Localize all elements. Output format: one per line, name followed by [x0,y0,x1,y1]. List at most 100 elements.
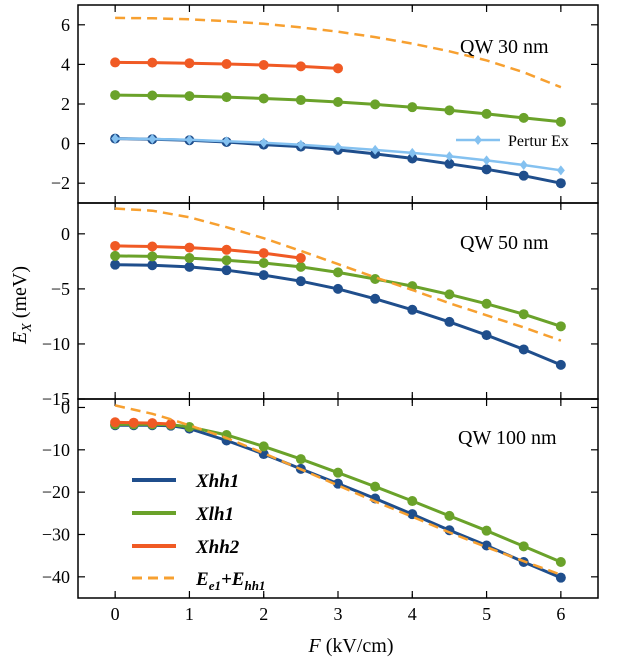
y-tick-label: −10 [42,440,70,460]
point-xhh2 [221,59,232,70]
legend-label-xhh1: Xhh1 [195,471,239,492]
point-xhh2 [147,241,158,252]
point-xlh1 [258,258,269,269]
point-xhh1 [333,283,343,294]
point-xhh2 [184,242,195,253]
legend-label-xlh1: Xlh1 [195,504,234,525]
point-pertur [519,159,528,170]
point-xlh1 [147,251,158,262]
point-pertur [259,137,268,148]
panel-2: −15 −10 −5 0 QW 50 nm [42,202,599,409]
panel-annotation: QW 30 nm [460,36,549,58]
y-tick-label: −20 [42,482,70,502]
point-xlh1 [258,441,269,452]
y-tick-label: 0 [61,134,70,154]
point-xhh2 [184,58,195,69]
point-xhh2 [110,57,121,68]
point-xlh1 [555,557,566,568]
point-xhh2 [147,418,158,429]
point-xhh2 [333,63,343,74]
point-xlh1 [481,108,492,119]
point-xlh1 [518,541,529,552]
point-xhh2 [165,418,176,429]
point-xlh1 [295,261,306,272]
point-pertur [482,155,491,166]
point-xlh1 [370,99,381,110]
point-xlh1 [407,102,418,113]
point-pertur [296,139,305,150]
point-xlh1 [481,298,492,309]
y-tick-label: −5 [51,279,70,299]
y-tick-label: −40 [42,567,70,587]
point-xhh2 [128,417,139,428]
legend-label-xhh2: Xhh2 [195,537,240,558]
panel-1: −2 0 2 4 6 QW 30 nm Pertur Ex [51,4,599,204]
x-tick-label: 3 [334,604,343,624]
point-pertur [371,144,380,155]
y-tick-label: −10 [42,334,70,354]
point-xhh1 [407,153,418,164]
point-xlh1 [518,112,529,123]
x-tick-label: 6 [556,604,565,624]
point-xhh2 [110,417,121,428]
y-tick-label: −30 [42,524,70,544]
point-xlh1 [258,93,269,104]
panel-3: −40 −30 −20 −10 0 0 1 2 3 4 5 6 QW 100 nm [42,397,599,624]
y-tick-label: 0 [61,224,70,244]
point-xlh1 [407,496,418,507]
point-xhh1 [147,260,158,271]
point-xhh1 [555,572,566,583]
y-tick-label: 2 [61,94,70,114]
point-xhh1 [407,304,418,315]
point-xlh1 [110,90,121,101]
point-xlh1 [184,253,195,264]
point-xlh1 [555,321,566,332]
point-xlh1 [333,267,343,278]
point-xhh2 [221,244,232,255]
point-xhh1 [518,170,529,181]
series-line-xhh2 [115,244,302,260]
y-axis-label: EX (meV) [9,266,35,345]
y-tick-label: −2 [51,173,70,193]
x-tick-label: 0 [111,604,120,624]
point-pertur [556,165,565,176]
series-line-band [114,404,562,576]
point-xlh1 [444,105,455,116]
point-xhh1 [481,164,492,175]
y-tick-label: 6 [61,15,70,35]
point-xhh1 [555,178,566,189]
point-pertur [222,136,231,147]
series-line-xhh1 [115,263,562,367]
point-xlh1 [370,273,381,284]
legend-bottom: Xhh1 Xlh1 Xhh2 Ee1+Ehh1 [132,471,265,593]
x-tick-label: 5 [482,604,491,624]
point-xhh1 [370,293,381,304]
point-xlh1 [481,525,492,536]
point-xlh1 [110,250,121,261]
point-xhh1 [333,478,343,489]
series-line-band [115,207,562,342]
point-xhh1 [481,330,492,341]
point-xlh1 [333,467,343,478]
point-xlh1 [370,481,381,492]
point-xlh1 [184,421,195,432]
point-xhh1 [555,359,566,370]
point-xlh1 [444,289,455,300]
point-xhh1 [110,259,121,270]
point-xlh1 [518,309,529,320]
legend-label-band: Ee1+Ehh1 [195,569,265,593]
series-line-xhh2 [115,420,171,426]
point-xhh2 [295,61,306,72]
point-xlh1 [221,92,232,103]
point-pertur [111,133,120,144]
legend-marker-pertur [474,135,482,145]
point-xhh1 [221,265,232,276]
point-xhh1 [444,158,455,169]
x-tick-label: 1 [185,604,194,624]
point-xhh1 [444,316,455,327]
point-xlh1 [184,91,195,102]
point-xhh2 [258,248,269,259]
point-xhh1 [518,344,529,355]
y-tick-label: 4 [61,54,70,74]
point-xhh2 [110,240,121,251]
